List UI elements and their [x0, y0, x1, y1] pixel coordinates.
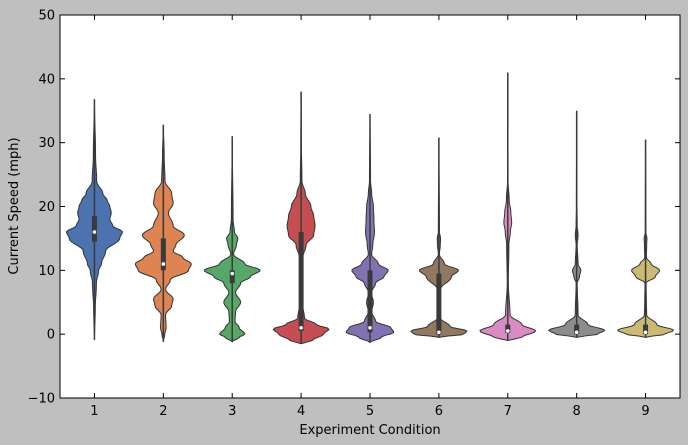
- y-tick-label: 50: [38, 9, 55, 24]
- violin-2: [134, 124, 192, 342]
- violin-iqr-box: [229, 270, 235, 284]
- x-tick-label: 3: [228, 404, 236, 419]
- y-tick-label: −10: [28, 392, 55, 407]
- y-tick-label: 40: [38, 72, 55, 87]
- violin-median: [299, 325, 303, 330]
- violin-median: [643, 330, 648, 335]
- violin-iqr-box: [574, 324, 580, 335]
- y-ticks-group: −10 0 10 20 30 40 50: [28, 9, 680, 407]
- y-axis-label: Current Speed (mph): [7, 137, 22, 274]
- x-tick-label: 4: [297, 404, 305, 419]
- violin-iqr-box: [643, 324, 649, 335]
- x-tick-label: 1: [90, 404, 98, 419]
- violin-9: [617, 139, 675, 338]
- x-tick-label: 6: [435, 404, 443, 419]
- x-axis-label: Experiment Condition: [299, 423, 440, 438]
- x-ticks-group: 1 2 3 4 5 6 7 8 9: [90, 15, 650, 419]
- violin-1: [66, 99, 123, 340]
- y-tick-label: 20: [38, 200, 55, 215]
- x-tick-label: 8: [573, 404, 581, 419]
- violin-iqr-box: [91, 216, 97, 242]
- violin-iqr-box: [160, 238, 166, 271]
- x-tick-label: 5: [366, 404, 374, 419]
- violin-iqr-box: [298, 232, 304, 331]
- violin-6: [410, 137, 468, 338]
- violin-8: [547, 110, 606, 338]
- violin-median: [368, 325, 372, 330]
- violin-iqr-box: [436, 273, 442, 335]
- violin-median: [574, 330, 579, 335]
- violin-median: [161, 262, 166, 266]
- violin-median: [437, 330, 441, 335]
- y-tick-label: 0: [47, 328, 55, 343]
- x-tick-label: 9: [641, 404, 649, 419]
- violins-group: [66, 72, 675, 345]
- violin-4: [272, 91, 330, 345]
- y-tick-label: 30: [38, 136, 55, 151]
- violin-median: [230, 271, 235, 276]
- plot-frame: [59, 14, 681, 399]
- violin-median: [92, 230, 97, 234]
- y-tick-label: 10: [38, 264, 55, 279]
- x-tick-label: 7: [504, 404, 512, 419]
- violin-3: [203, 136, 261, 343]
- x-tick-label: 2: [159, 404, 167, 419]
- violin-iqr-box: [505, 324, 511, 333]
- violin-7: [479, 72, 537, 342]
- violin-median: [505, 329, 510, 333]
- violin-iqr-box: [367, 270, 373, 333]
- violin-5: [345, 113, 395, 344]
